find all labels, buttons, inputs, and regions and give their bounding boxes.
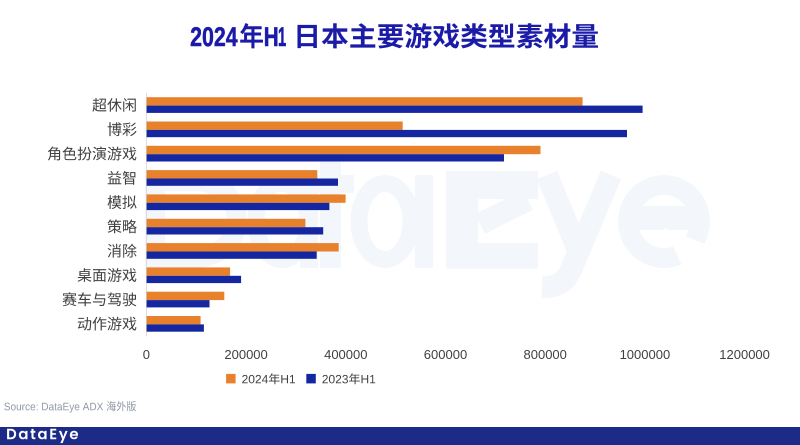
svg-text:600000: 600000 <box>424 347 467 362</box>
svg-text:200000: 200000 <box>224 347 267 362</box>
svg-text:800000: 800000 <box>524 347 567 362</box>
svg-text:400000: 400000 <box>324 347 367 362</box>
svg-text:1200000: 1200000 <box>719 347 770 362</box>
svg-text:0: 0 <box>143 347 150 362</box>
svg-text:1000000: 1000000 <box>620 347 671 362</box>
